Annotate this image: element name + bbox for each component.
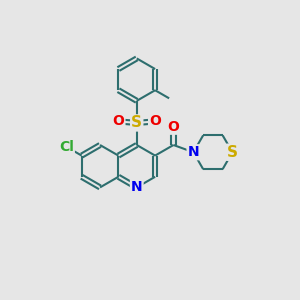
Text: N: N: [188, 145, 199, 159]
Text: Cl: Cl: [59, 140, 74, 154]
Text: S: S: [227, 145, 238, 160]
Text: N: N: [131, 180, 142, 194]
Text: S: S: [131, 116, 142, 130]
Text: O: O: [112, 114, 124, 128]
Text: O: O: [149, 114, 161, 128]
Text: O: O: [167, 120, 179, 134]
